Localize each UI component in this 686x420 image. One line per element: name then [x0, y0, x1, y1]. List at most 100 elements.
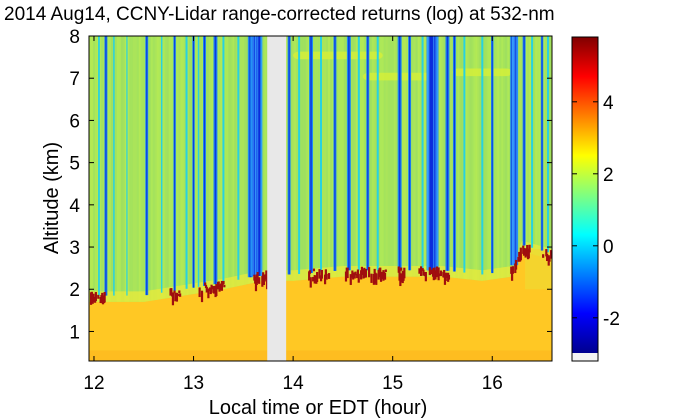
texture-stripe: [218, 36, 221, 361]
cloud-top-mark: [428, 267, 431, 276]
plot-frame: [88, 35, 553, 362]
texture-stripe: [126, 36, 130, 361]
cloud-top-mark: [511, 266, 514, 274]
texture-stripe: [337, 36, 341, 361]
texture-stripe: [535, 36, 538, 361]
y-axis-label: Altitude (km): [41, 142, 63, 254]
texture-stripe: [331, 36, 335, 361]
texture-stripe: [186, 36, 190, 361]
cloud-top-mark: [354, 271, 357, 276]
clear-column: [531, 36, 534, 248]
clear-column-core: [428, 36, 437, 271]
cloud-top-mark: [375, 273, 378, 285]
texture-stripe: [188, 36, 192, 361]
texture-stripe: [312, 36, 315, 361]
texture-stripe: [136, 36, 140, 361]
texture-stripe: [134, 36, 138, 361]
cloud-top-mark: [443, 269, 446, 278]
clear-column-core: [288, 36, 290, 275]
cloud-top-mark: [210, 284, 213, 293]
texture-stripe: [497, 36, 500, 361]
texture-stripe: [329, 36, 333, 361]
aerosol-streak: [293, 51, 383, 60]
texture-stripe: [198, 36, 202, 361]
texture-stripe: [473, 36, 476, 361]
texture-stripe: [300, 36, 303, 361]
cloud-top-mark: [527, 248, 530, 259]
texture-stripe: [449, 36, 452, 361]
cloud-top-mark: [419, 266, 423, 276]
cloud-top-mark: [518, 251, 521, 257]
texture-stripe: [216, 36, 219, 361]
texture-stripe: [373, 36, 377, 361]
x-axis: 12 13 14 15 16: [83, 36, 503, 394]
cloud-top-mark: [435, 266, 439, 277]
clear-column: [298, 36, 301, 274]
texture-stripe: [353, 36, 357, 361]
cloud-top-mark: [353, 273, 356, 279]
clear-column-streak: [251, 36, 253, 276]
texture-stripe: [377, 36, 381, 361]
texture-stripe: [130, 36, 134, 361]
cloud-top-mark: [545, 249, 548, 257]
texture-stripe: [507, 36, 510, 361]
texture-stripe: [158, 36, 162, 361]
texture-stripe: [226, 36, 229, 361]
texture-stripe: [469, 36, 472, 361]
texture-stripe: [142, 36, 146, 361]
cloud-top-mark: [178, 290, 181, 294]
texture-stripe: [405, 36, 409, 361]
clear-column-streak: [256, 36, 259, 276]
clear-column-streak: [512, 36, 515, 266]
cloud-tops: [89, 244, 552, 306]
clear-column-streak: [436, 36, 439, 271]
y-tick-label: 7: [69, 69, 80, 90]
texture-stripe: [194, 36, 198, 361]
texture-stripe: [302, 36, 305, 361]
texture-stripe: [363, 36, 367, 361]
clear-column: [126, 36, 128, 296]
texture-stripe: [371, 36, 375, 361]
clear-column: [113, 36, 115, 296]
clear-column-streak: [252, 36, 255, 276]
cloud-top-mark: [438, 273, 441, 277]
texture-stripe: [98, 36, 102, 361]
texture-stripe: [290, 36, 293, 361]
chart-title: 2014 Aug14, CCNY-Lidar range-corrected r…: [4, 4, 555, 25]
clear-column-core: [491, 36, 493, 274]
cloud-top-mark: [514, 259, 518, 270]
cloud-top-mark: [258, 277, 261, 284]
cloud-top-mark: [522, 248, 526, 256]
cloud-top-mark: [399, 273, 402, 287]
clear-column: [185, 36, 188, 289]
clear-column: [98, 36, 100, 296]
clear-column-core: [523, 36, 525, 246]
clear-column: [547, 36, 550, 253]
cloud-top-mark: [400, 267, 403, 271]
texture-stripe: [116, 36, 120, 361]
cloud-top-mark: [517, 256, 520, 262]
cloud-top-mark: [546, 253, 549, 262]
colorbar-tick-label: -2: [603, 309, 620, 330]
cloud-top-mark: [528, 244, 531, 253]
cloud-top-mark: [377, 269, 380, 280]
texture-stripe: [323, 36, 327, 361]
clear-column-core: [310, 36, 312, 273]
colorbar-extension: [572, 353, 598, 361]
texture-stripe: [178, 36, 182, 361]
surface-layer: [89, 350, 552, 361]
clear-column: [463, 36, 466, 273]
texture-stripe: [389, 36, 393, 361]
texture-stripe: [517, 36, 520, 361]
cloud-top-mark: [173, 290, 176, 294]
cloud-top-mark: [222, 280, 225, 285]
cloud-top-mark: [447, 274, 451, 280]
y-tick-label: 3: [69, 238, 80, 259]
texture-stripe: [238, 36, 241, 361]
cloud-top-mark: [444, 272, 447, 281]
colorbar-tick-label: 2: [603, 165, 614, 186]
texture-stripe: [242, 36, 245, 361]
texture-stripe: [391, 36, 395, 361]
cloud-top-mark: [548, 256, 551, 262]
cloud-top-mark: [92, 293, 95, 303]
